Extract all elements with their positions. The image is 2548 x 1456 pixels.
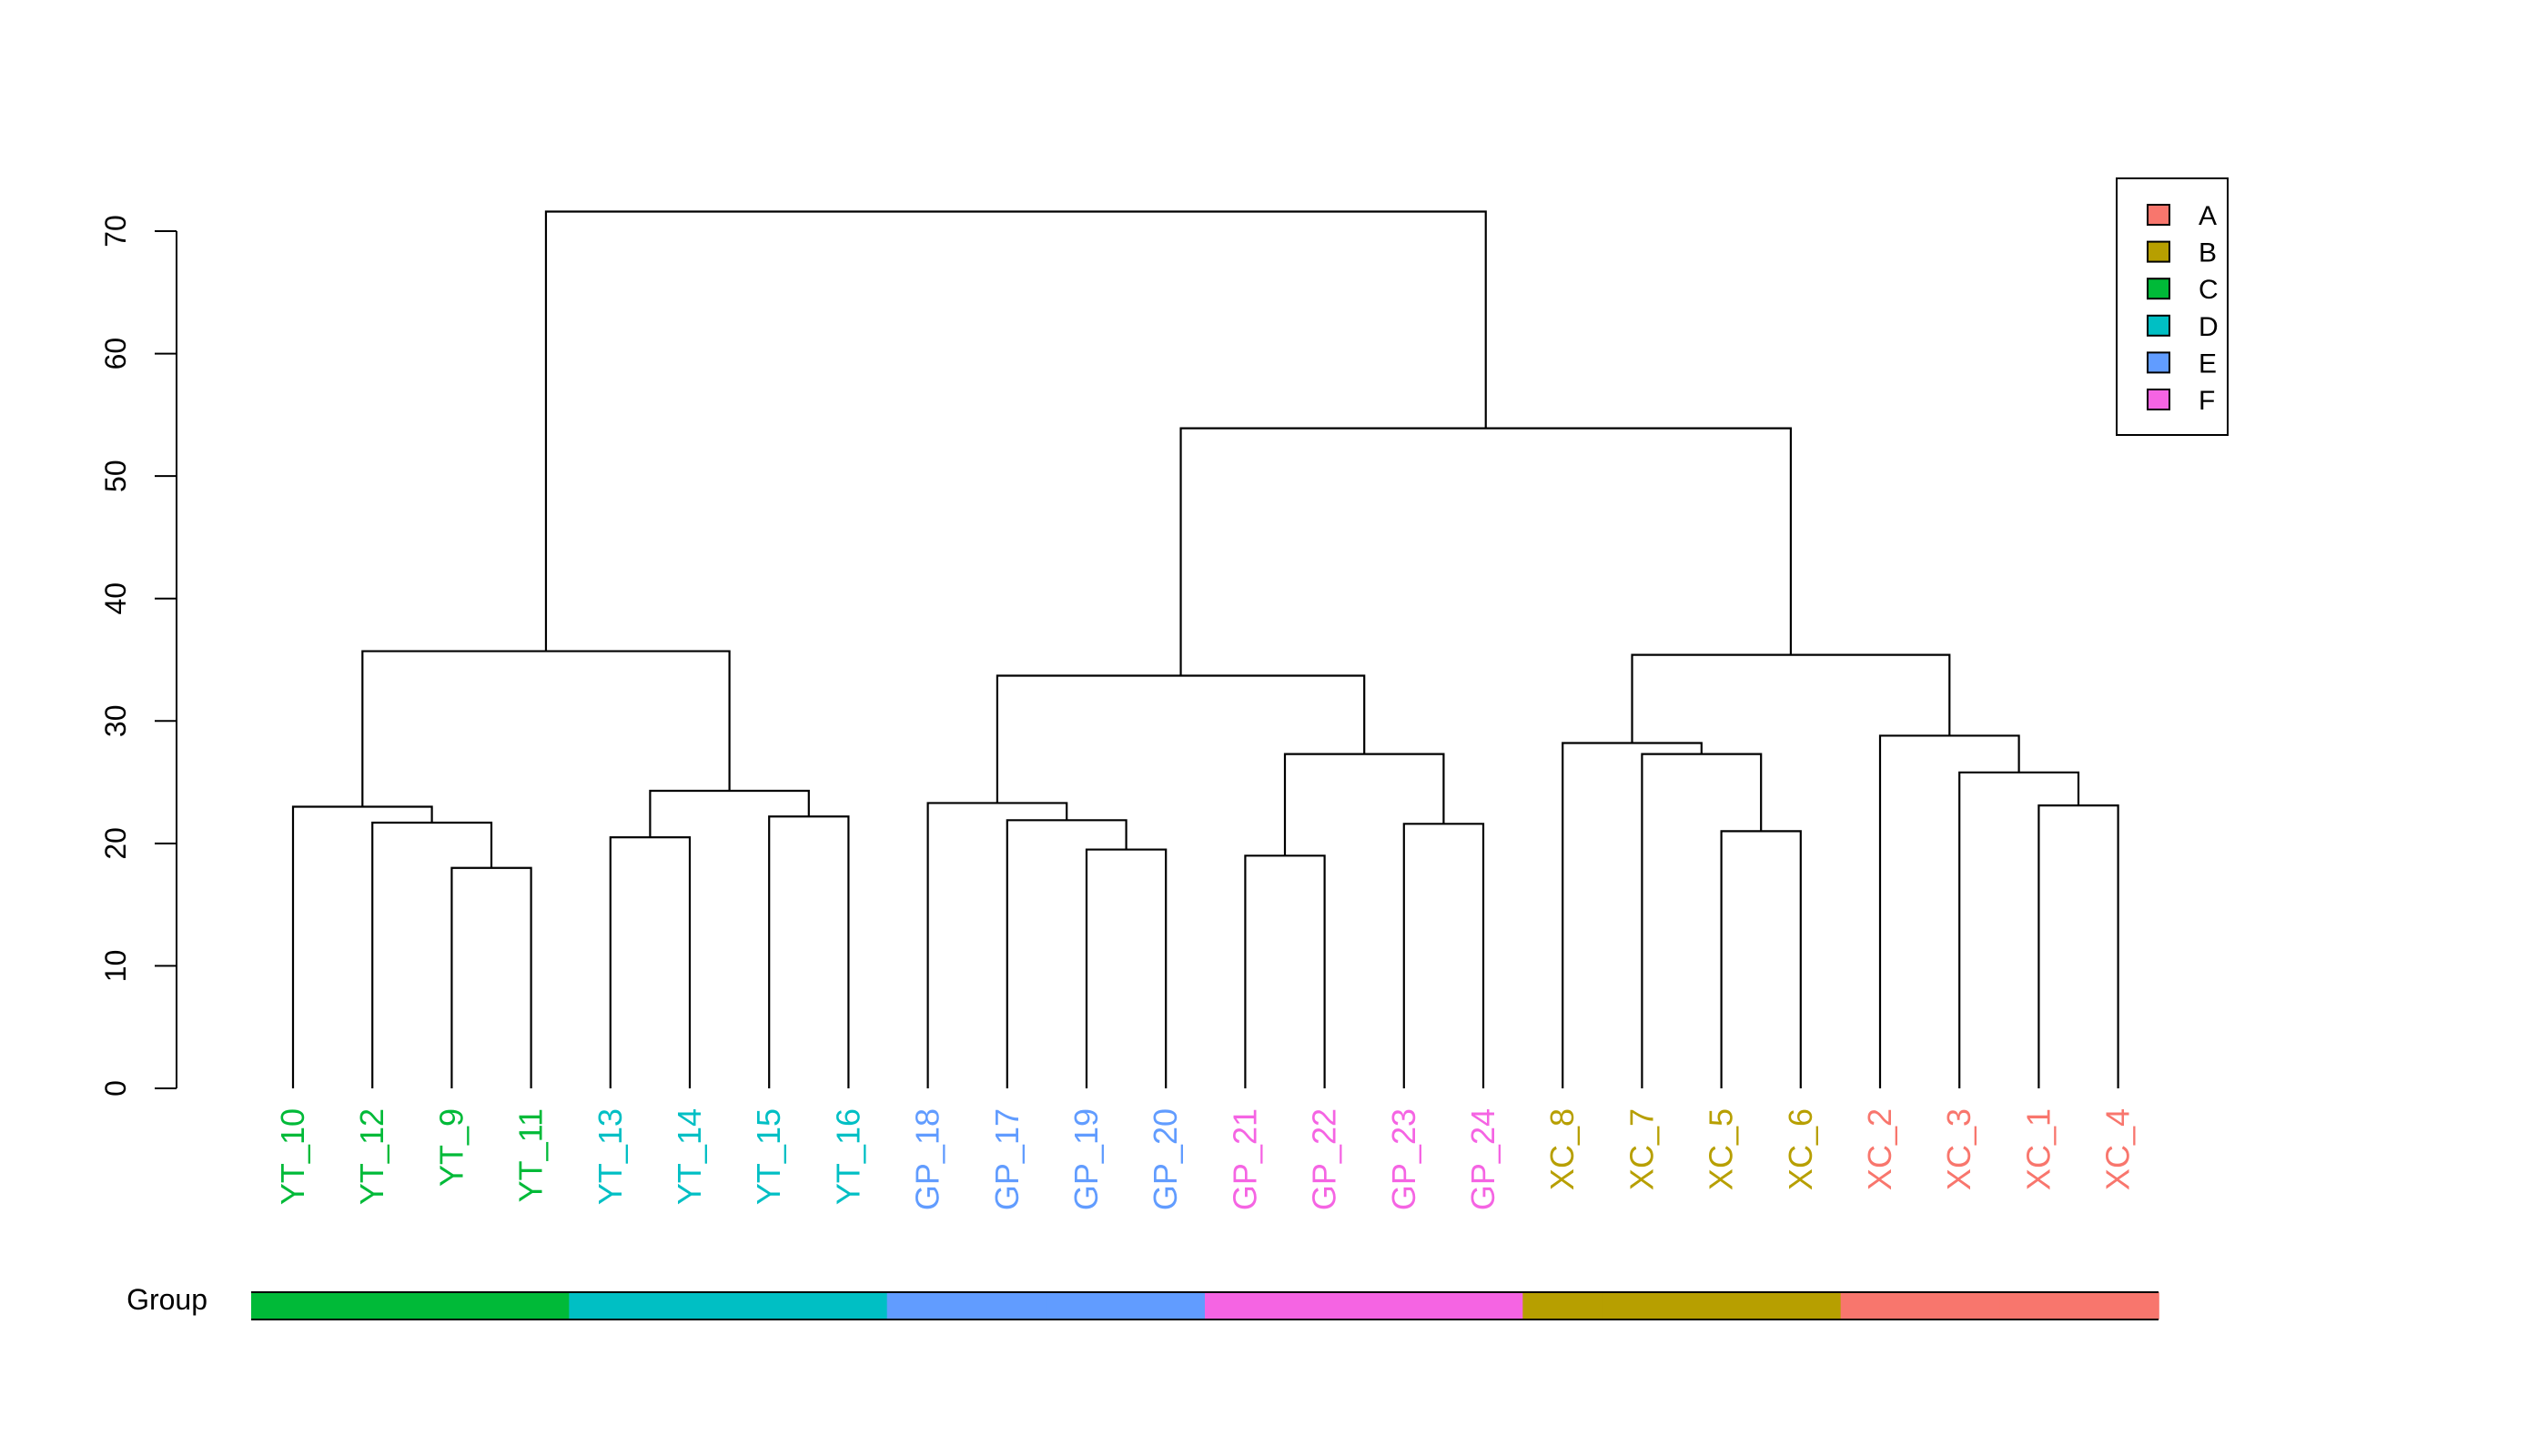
leaf-label: GP_19 [1067, 1108, 1105, 1210]
leaf-label: GP_22 [1306, 1108, 1343, 1210]
leaf-label: XC_1 [2019, 1108, 2057, 1190]
dendrogram-link [450, 866, 532, 1088]
leaf-label: XC_3 [1940, 1108, 1977, 1190]
dendrogram-link [1085, 848, 1168, 1088]
legend-swatch [2147, 314, 2170, 337]
group-bar-segment [1205, 1292, 1286, 1320]
leaf-label: YT_12 [353, 1108, 390, 1205]
group-bar-segment [2078, 1292, 2159, 1320]
leaf-label: XC_4 [2099, 1108, 2137, 1190]
group-bar-segment [1125, 1292, 1206, 1320]
leaf-label: GP_21 [1226, 1108, 1263, 1210]
dendrogram-tree [291, 210, 2119, 1088]
leaf-label: XC_2 [1861, 1108, 1898, 1190]
leaf-label: YT_16 [829, 1108, 866, 1205]
dendrogram-link [1958, 771, 2080, 1088]
leaf-label: YT_15 [750, 1108, 787, 1205]
dendrogram-link [1878, 734, 2020, 1088]
legend-swatch [2147, 240, 2170, 263]
dendrogram-link [1720, 830, 1802, 1088]
group-bar-segment [728, 1292, 809, 1320]
dendrogram-link [1244, 854, 1326, 1088]
dendrogram-link [291, 805, 433, 1088]
dendrogram-link [996, 674, 1366, 804]
leaf-label: XC_8 [1543, 1108, 1581, 1190]
dendrogram-link [1283, 753, 1445, 856]
dendrogram-link [1006, 819, 1127, 1088]
leaf-label: XC_5 [1703, 1108, 1740, 1190]
group-bar-segment [1522, 1292, 1603, 1320]
legend-swatch [2147, 389, 2170, 410]
dendrogram-link [926, 802, 1068, 1088]
group-bar-segment [648, 1292, 729, 1320]
leaf-label: GP_18 [909, 1108, 946, 1210]
group-bar-segment [1761, 1292, 1842, 1320]
group-bar-segment [1046, 1292, 1127, 1320]
group-bar-segment [1602, 1292, 1683, 1320]
leaf-label: GP_17 [988, 1108, 1026, 1210]
group-bar-segment [1363, 1292, 1444, 1320]
dendrogram-link [1641, 753, 1763, 1088]
leaf-label: YT_9 [432, 1108, 470, 1187]
leaf-label: YT_10 [274, 1108, 311, 1205]
group-bar-segment [251, 1292, 332, 1320]
legend-label: E [2199, 349, 2217, 379]
y-axis: 0 10 20 30 40 50 60 70 [99, 215, 177, 1097]
y-tick-label: 30 [99, 704, 132, 737]
legend-label: D [2199, 312, 2219, 342]
group-bar-segment [569, 1292, 650, 1320]
y-tick-label: 50 [99, 460, 132, 492]
dendrogram-link [371, 821, 493, 1088]
leaf-label: XC_7 [1623, 1108, 1660, 1190]
group-bar-segment [886, 1292, 967, 1320]
group-bar-segment [1443, 1292, 1524, 1320]
y-tick-label: 40 [99, 582, 132, 615]
y-tick-label: 10 [99, 950, 132, 983]
dendrogram-link [361, 650, 731, 807]
y-tick-label: 70 [99, 215, 132, 248]
y-tick-label: 60 [99, 338, 132, 370]
group-bar-segment [1999, 1292, 2080, 1320]
dendrogram-link [1179, 427, 1792, 676]
leaf-label: YT_11 [512, 1108, 550, 1202]
legend-swatch [2147, 278, 2170, 300]
legend-swatch [2147, 204, 2170, 226]
legend-box [2116, 177, 2229, 436]
group-bar-segment [807, 1292, 888, 1320]
y-tick-label: 20 [99, 827, 132, 860]
leaf-labels: YT_10 YT_12 YT_9 YT_11 YT_13 YT_14 YT_15 YT_16 G… [274, 1108, 2137, 1210]
legend-label: A [2199, 201, 2217, 231]
group-bar-segment [490, 1292, 571, 1320]
group-bar-segment [330, 1292, 411, 1320]
y-tick-label: 0 [99, 1080, 132, 1097]
group-bar-segment [1284, 1292, 1365, 1320]
legend-label: C [2199, 275, 2219, 305]
group-bar-segment [1840, 1292, 1921, 1320]
dendrogram-link [1631, 653, 1951, 743]
leaf-label: YT_14 [671, 1108, 708, 1205]
group-bar-segment [1682, 1292, 1763, 1320]
dendrogram-link [768, 815, 850, 1088]
legend-label: F [2199, 386, 2215, 416]
dendrogram-link [2037, 804, 2119, 1088]
dendrogram-link [1402, 823, 1485, 1088]
group-bar-segment [966, 1292, 1047, 1320]
legend-swatch [2147, 351, 2170, 374]
leaf-label: GP_24 [1464, 1108, 1502, 1210]
group-bar-segment [410, 1292, 490, 1320]
dendrogram-link [544, 210, 1487, 652]
legend-label: B [2199, 238, 2217, 268]
dendrogram-link [649, 789, 810, 838]
leaf-label: GP_20 [1147, 1108, 1184, 1210]
leaf-label: XC_6 [1782, 1108, 1819, 1190]
group-color-bar: Group [126, 1283, 2159, 1320]
dendrogram-link [1562, 742, 1703, 1088]
dendrogram-link [609, 836, 692, 1088]
leaf-label: GP_23 [1385, 1108, 1422, 1210]
group-bar-segment [1920, 1292, 2001, 1320]
group-bar-label: Group [126, 1283, 207, 1316]
leaf-label: YT_13 [592, 1108, 629, 1205]
